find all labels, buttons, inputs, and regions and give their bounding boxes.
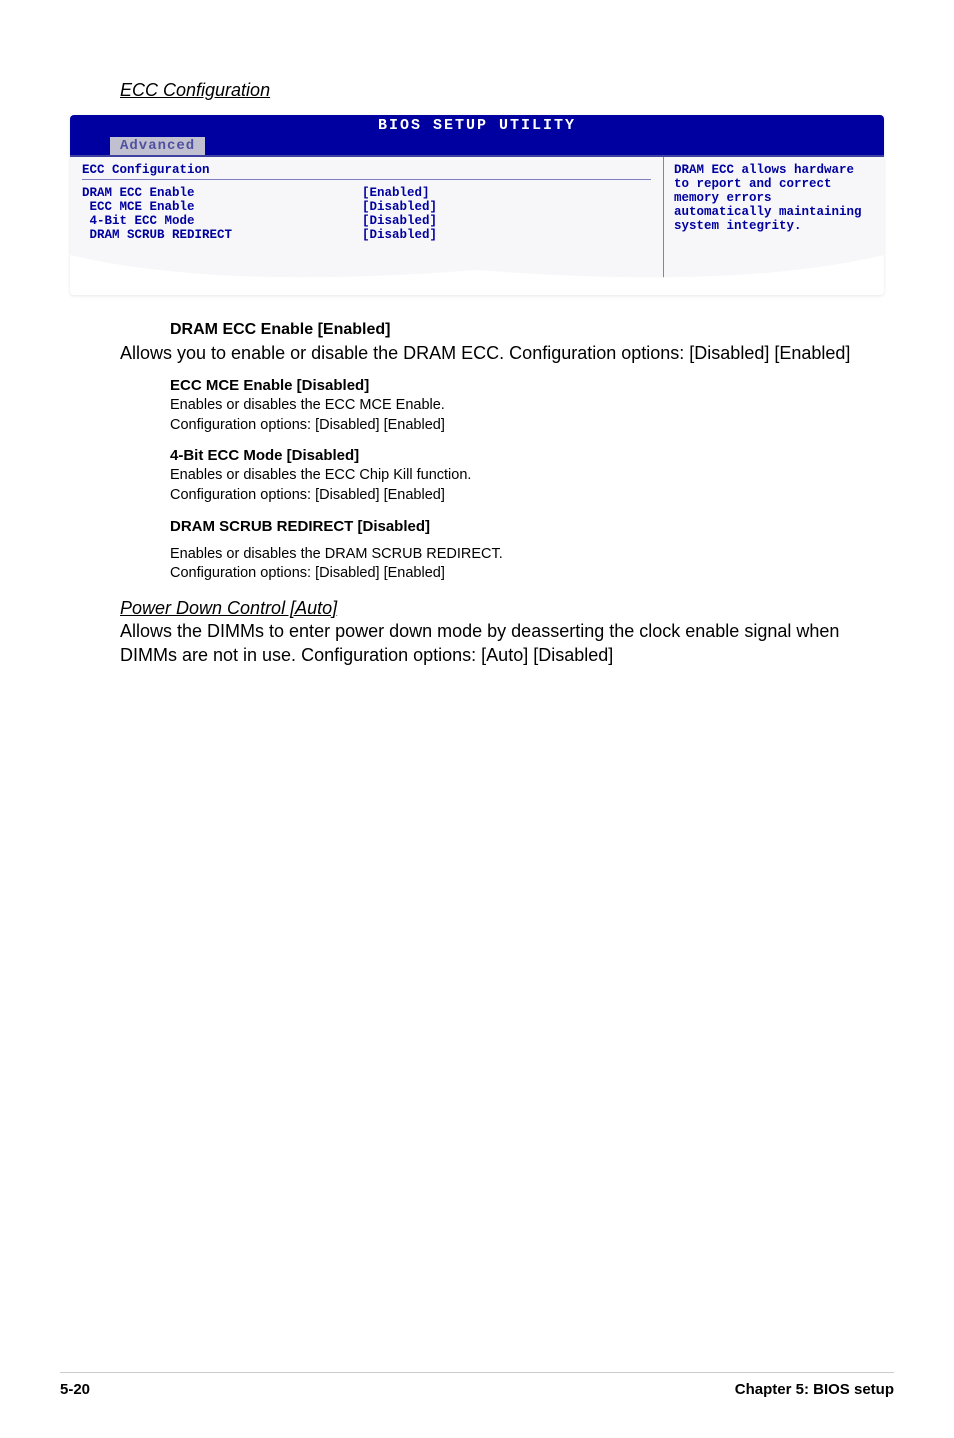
bios-row-label: 4-Bit ECC Mode bbox=[82, 214, 362, 228]
bios-left-panel: ECC Configuration DRAM ECC Enable [Enabl… bbox=[70, 157, 664, 295]
bios-body: ECC Configuration DRAM ECC Enable [Enabl… bbox=[70, 155, 884, 295]
bios-row-value: [Enabled] bbox=[362, 186, 430, 200]
bios-row[interactable]: 4-Bit ECC Mode [Disabled] bbox=[82, 214, 651, 228]
ecc-config-heading: ECC Configuration bbox=[120, 80, 894, 101]
tab-advanced[interactable]: Advanced bbox=[110, 137, 205, 155]
bios-row[interactable]: ECC MCE Enable [Disabled] bbox=[82, 200, 651, 214]
ecc-mce-body1: Enables or disables the ECC MCE Enable. bbox=[170, 396, 854, 416]
dram-ecc-body: Allows you to enable or disable the DRAM… bbox=[120, 341, 854, 365]
bios-row-label: DRAM ECC Enable bbox=[82, 186, 362, 200]
bios-help-panel: DRAM ECC allows hardware to report and c… bbox=[664, 157, 884, 295]
bios-row-value: [Disabled] bbox=[362, 200, 437, 214]
bios-row-value: [Disabled] bbox=[362, 228, 437, 242]
ecc-mce-heading: ECC MCE Enable [Disabled] bbox=[170, 377, 854, 394]
scrub-heading: DRAM SCRUB REDIRECT [Disabled] bbox=[170, 518, 854, 535]
page-footer: 5-20 Chapter 5: BIOS setup bbox=[60, 1372, 894, 1398]
fourbit-body1: Enables or disables the ECC Chip Kill fu… bbox=[170, 466, 854, 486]
bios-row-label: DRAM SCRUB REDIRECT bbox=[82, 228, 362, 242]
fourbit-heading: 4-Bit ECC Mode [Disabled] bbox=[170, 447, 854, 464]
bios-panel-title: ECC Configuration bbox=[82, 163, 651, 180]
bios-utility-title: BIOS SETUP UTILITY bbox=[70, 115, 884, 136]
power-down-body: Allows the DIMMs to enter power down mod… bbox=[120, 619, 854, 668]
chapter-label: Chapter 5: BIOS setup bbox=[735, 1381, 894, 1398]
bios-tab-row: Advanced bbox=[70, 136, 884, 155]
scrub-body1: Enables or disables the DRAM SCRUB REDIR… bbox=[170, 545, 854, 565]
bios-row-label: ECC MCE Enable bbox=[82, 200, 362, 214]
scrub-body2: Configuration options: [Disabled] [Enabl… bbox=[170, 564, 854, 584]
dram-ecc-heading: DRAM ECC Enable [Enabled] bbox=[170, 321, 854, 339]
bios-panel: BIOS SETUP UTILITY Advanced ECC Configur… bbox=[70, 115, 884, 295]
bios-row[interactable]: DRAM ECC Enable [Enabled] bbox=[82, 186, 651, 200]
page-number: 5-20 bbox=[60, 1381, 90, 1398]
bios-row-value: [Disabled] bbox=[362, 214, 437, 228]
bios-row[interactable]: DRAM SCRUB REDIRECT [Disabled] bbox=[82, 228, 651, 242]
power-down-heading: Power Down Control [Auto] bbox=[120, 598, 854, 619]
fourbit-body2: Configuration options: [Disabled] [Enabl… bbox=[170, 486, 854, 506]
ecc-mce-body2: Configuration options: [Disabled] [Enabl… bbox=[170, 416, 854, 436]
